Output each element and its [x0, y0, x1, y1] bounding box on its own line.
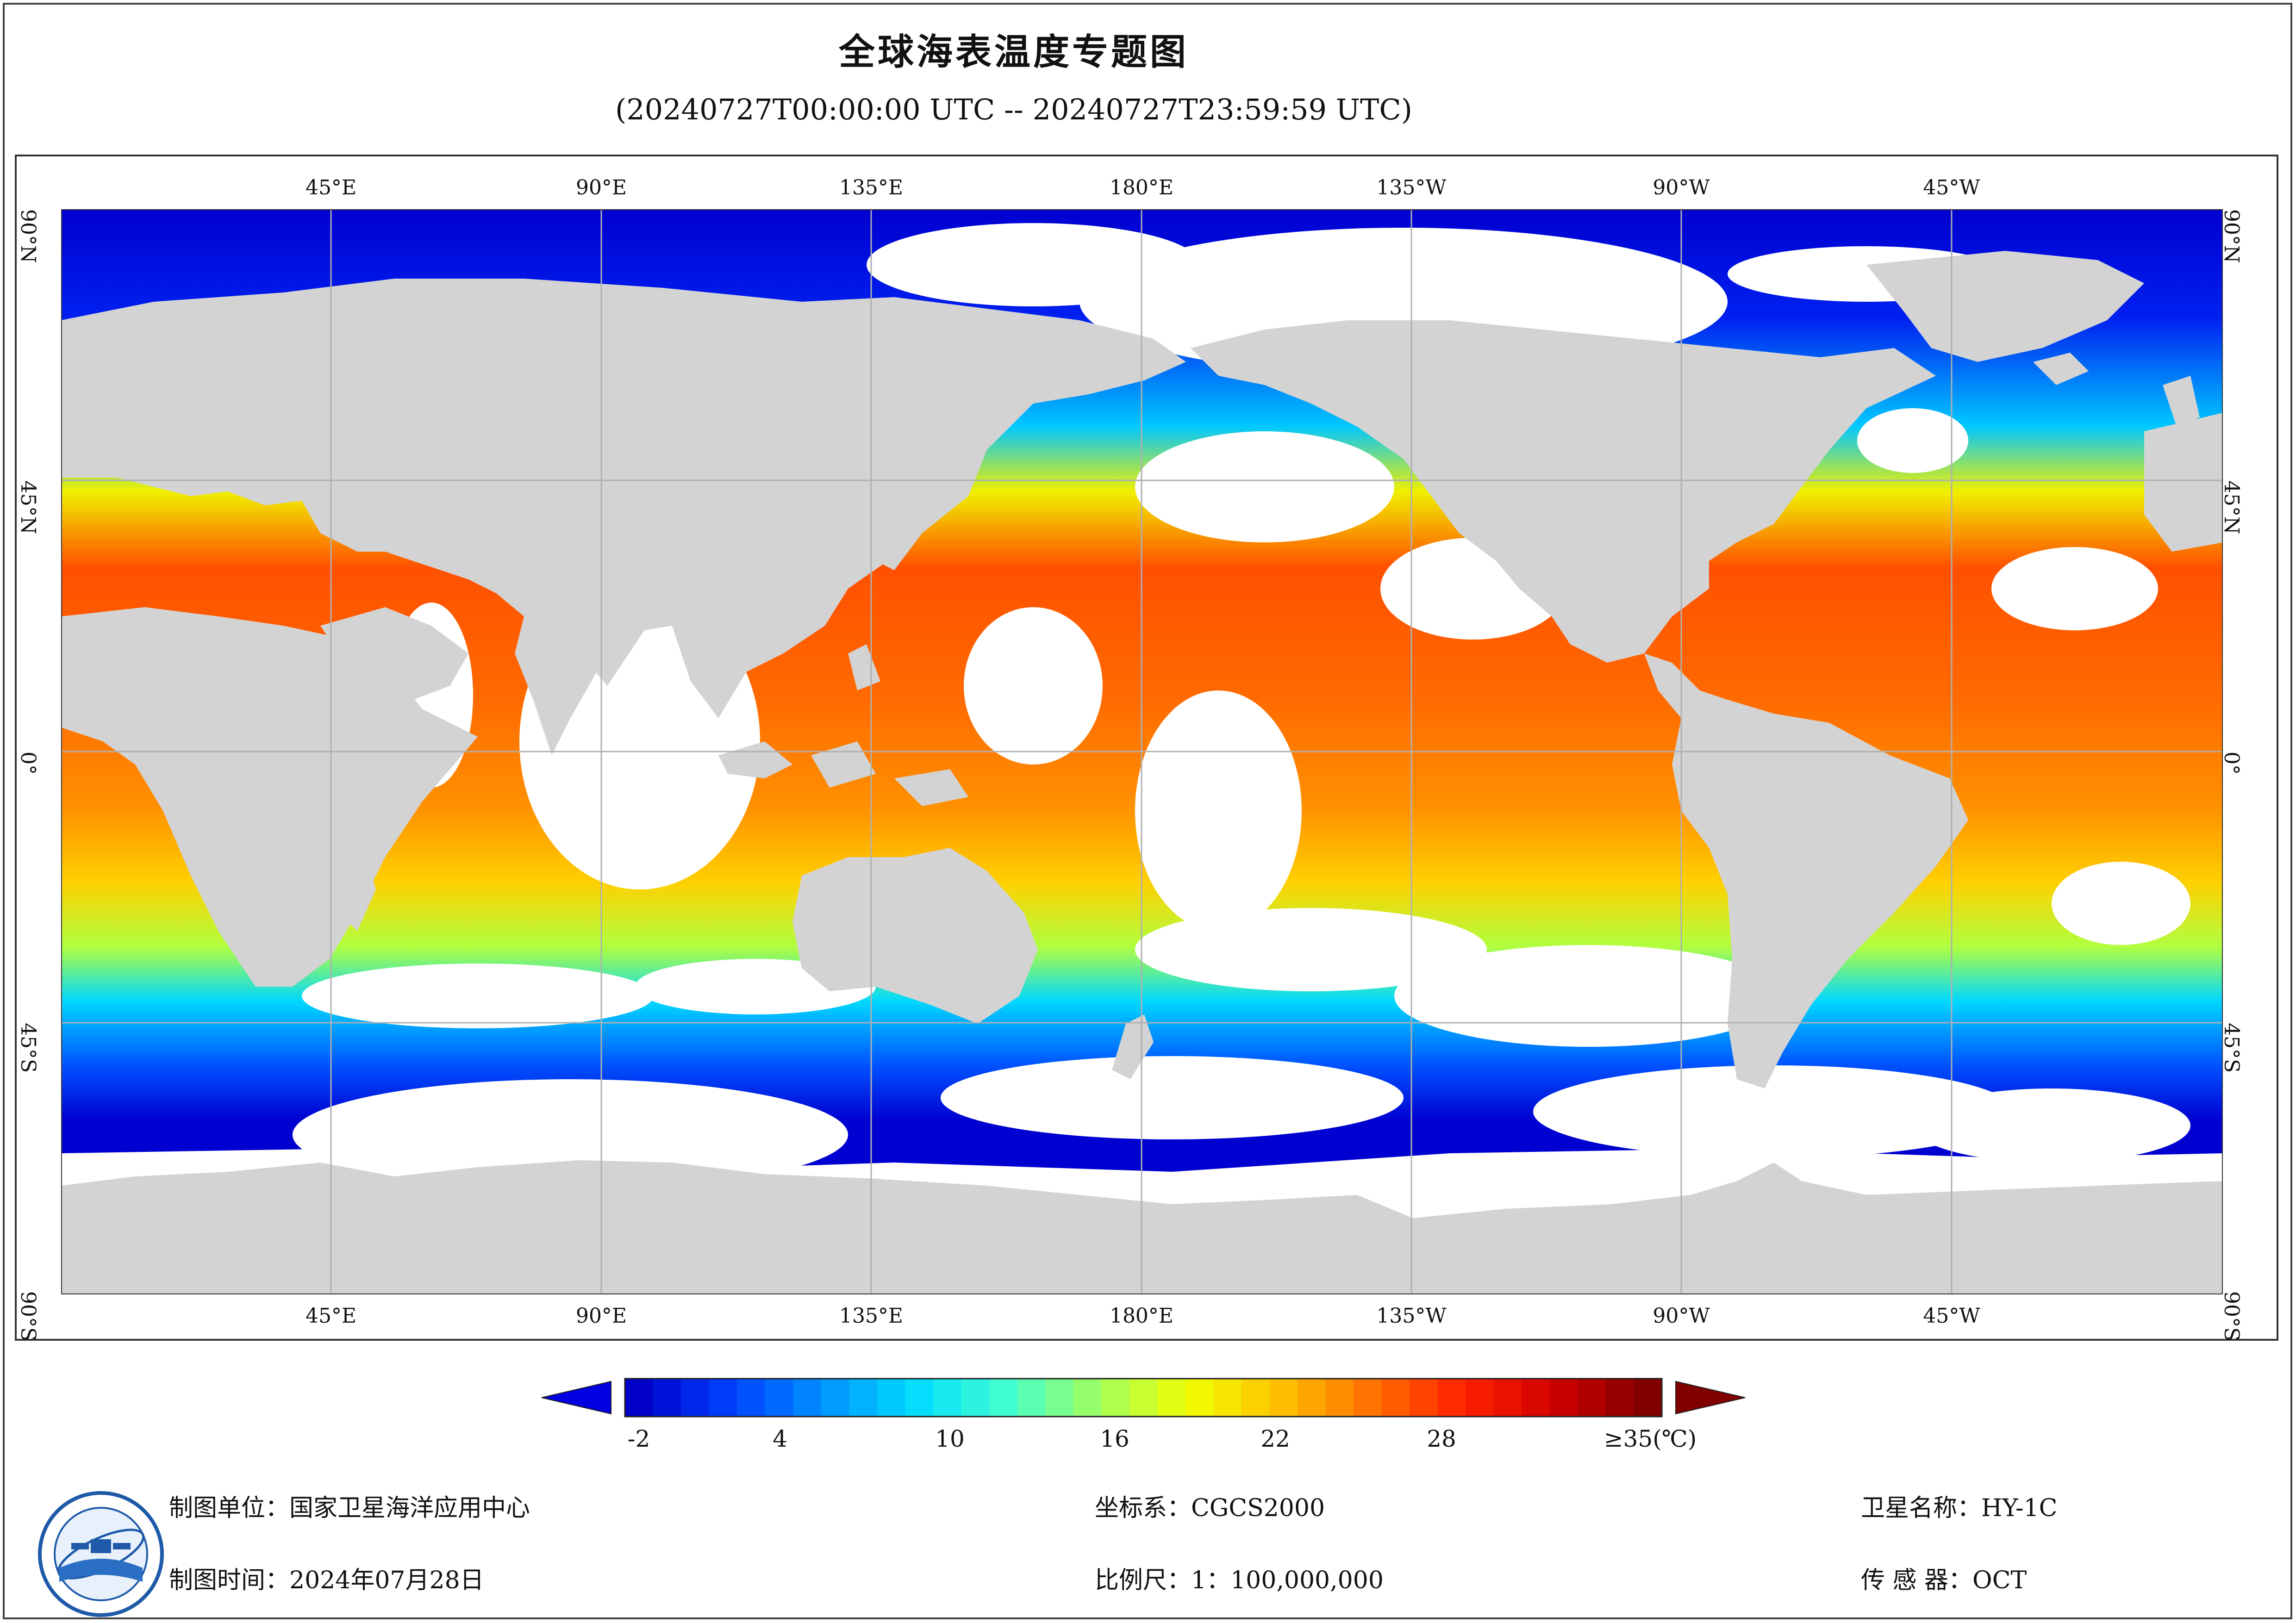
colorbar-cell [1437, 1379, 1466, 1417]
lon-label-top: 180°E [1109, 176, 1174, 199]
colorbar-tick: 22 [1260, 1425, 1290, 1452]
colorbar-cell [765, 1379, 793, 1417]
lon-label-bottom: 90°E [575, 1304, 627, 1328]
colorbar-cell [1466, 1379, 1494, 1417]
colorbar-cell [1213, 1379, 1242, 1417]
colorbar [541, 1378, 1746, 1418]
colorbar-cell [1017, 1379, 1046, 1417]
colorbar-min-arrow [541, 1380, 611, 1415]
time-range-subtitle: (20240727T00:00:00 UTC -- 20240727T23:59… [615, 93, 1412, 126]
colorbar-cell [1185, 1379, 1214, 1417]
colorbar-cell [1045, 1379, 1074, 1417]
graticule [61, 209, 2223, 1294]
lat-label-left: 90°S [16, 1291, 40, 1342]
colorbar-cell [933, 1379, 962, 1417]
colorbar-cell [1634, 1379, 1662, 1417]
colorbar-cell [625, 1379, 654, 1417]
colorbar-cell [1522, 1379, 1550, 1417]
colorbar-cell [1241, 1379, 1270, 1417]
nsoas-logo-icon [38, 1491, 164, 1617]
colorbar-cell [1325, 1379, 1354, 1417]
lat-label-left: 0° [16, 752, 40, 775]
mapping-date: 制图时间：2024年07月28日 [169, 1567, 484, 1594]
sensor-name: 传 感 器：OCT [1861, 1567, 2027, 1594]
colorbar-cell [821, 1379, 849, 1417]
colorbar-cell [653, 1379, 681, 1417]
map-frame [15, 155, 2278, 1341]
colorbar-cell [961, 1379, 990, 1417]
colorbar-cell [709, 1379, 737, 1417]
lon-label-top: 45°W [1923, 176, 1980, 199]
colorbar-cell [989, 1379, 1018, 1417]
lon-label-top: 90°E [575, 176, 627, 199]
colorbar-cell [681, 1379, 710, 1417]
colorbar-cell [1493, 1379, 1522, 1417]
lat-label-right: 90°S [2220, 1291, 2243, 1342]
lon-label-bottom: 45°E [305, 1304, 357, 1328]
colorbar-cell [1410, 1379, 1438, 1417]
sst-map [61, 209, 2223, 1294]
lon-label-bottom: 135°W [1376, 1304, 1447, 1328]
page-title: 全球海表温度专题图 [838, 31, 1189, 73]
lon-label-top: 135°E [839, 176, 904, 199]
satellite-name: 卫星名称：HY-1C [1861, 1494, 2058, 1522]
colorbar-cell [1073, 1379, 1102, 1417]
colorbar-cell [1578, 1379, 1606, 1417]
colorbar-tick: 10 [935, 1425, 965, 1452]
colorbar-cell [905, 1379, 934, 1417]
lat-label-right: 90°N [2220, 209, 2243, 263]
colorbar-cell [849, 1379, 878, 1417]
colorbar-cell [1157, 1379, 1186, 1417]
colorbar-cell [877, 1379, 905, 1417]
colorbar-cell [793, 1379, 822, 1417]
lat-label-right: 0° [2220, 752, 2243, 775]
lon-label-top: 45°E [305, 176, 357, 199]
lon-label-top: 135°W [1376, 176, 1447, 199]
lat-label-left: 45°S [16, 1023, 40, 1073]
colorbar-cell [1354, 1379, 1382, 1417]
lon-label-bottom: 90°W [1653, 1304, 1710, 1328]
colorbar-cells [625, 1379, 1662, 1417]
lat-label-right: 45°N [2220, 480, 2243, 535]
lat-label-right: 45°S [2220, 1023, 2243, 1073]
colorbar-cell [1381, 1379, 1410, 1417]
lon-label-bottom: 45°W [1923, 1304, 1980, 1328]
lat-label-left: 90°N [16, 209, 40, 263]
colorbar-cell [1549, 1379, 1578, 1417]
outer-frame [3, 3, 2292, 1619]
colorbar-cell [1129, 1379, 1158, 1417]
lon-label-bottom: 180°E [1109, 1304, 1174, 1328]
colorbar-max-arrow [1675, 1380, 1746, 1415]
colorbar-cell [1269, 1379, 1298, 1417]
lon-label-bottom: 135°E [839, 1304, 904, 1328]
colorbar-tick: 28 [1427, 1425, 1456, 1452]
colorbar-cell [737, 1379, 766, 1417]
colorbar-cell [1605, 1379, 1635, 1417]
coordinate-system: 坐标系：CGCS2000 [1095, 1494, 1325, 1522]
colorbar-tick: -2 [627, 1425, 650, 1452]
mapping-org: 制图单位：国家卫星海洋应用中心 [169, 1494, 530, 1522]
colorbar-cell [1297, 1379, 1326, 1417]
map-scale: 比例尺：1：100,000,000 [1095, 1567, 1384, 1594]
colorbar-tick: ≥35(℃) [1603, 1425, 1697, 1452]
colorbar-tick: 16 [1100, 1425, 1129, 1452]
lat-label-left: 45°N [16, 480, 40, 535]
lon-label-top: 90°W [1653, 176, 1710, 199]
colorbar-tick: 4 [773, 1425, 787, 1452]
colorbar-cell [1101, 1379, 1130, 1417]
